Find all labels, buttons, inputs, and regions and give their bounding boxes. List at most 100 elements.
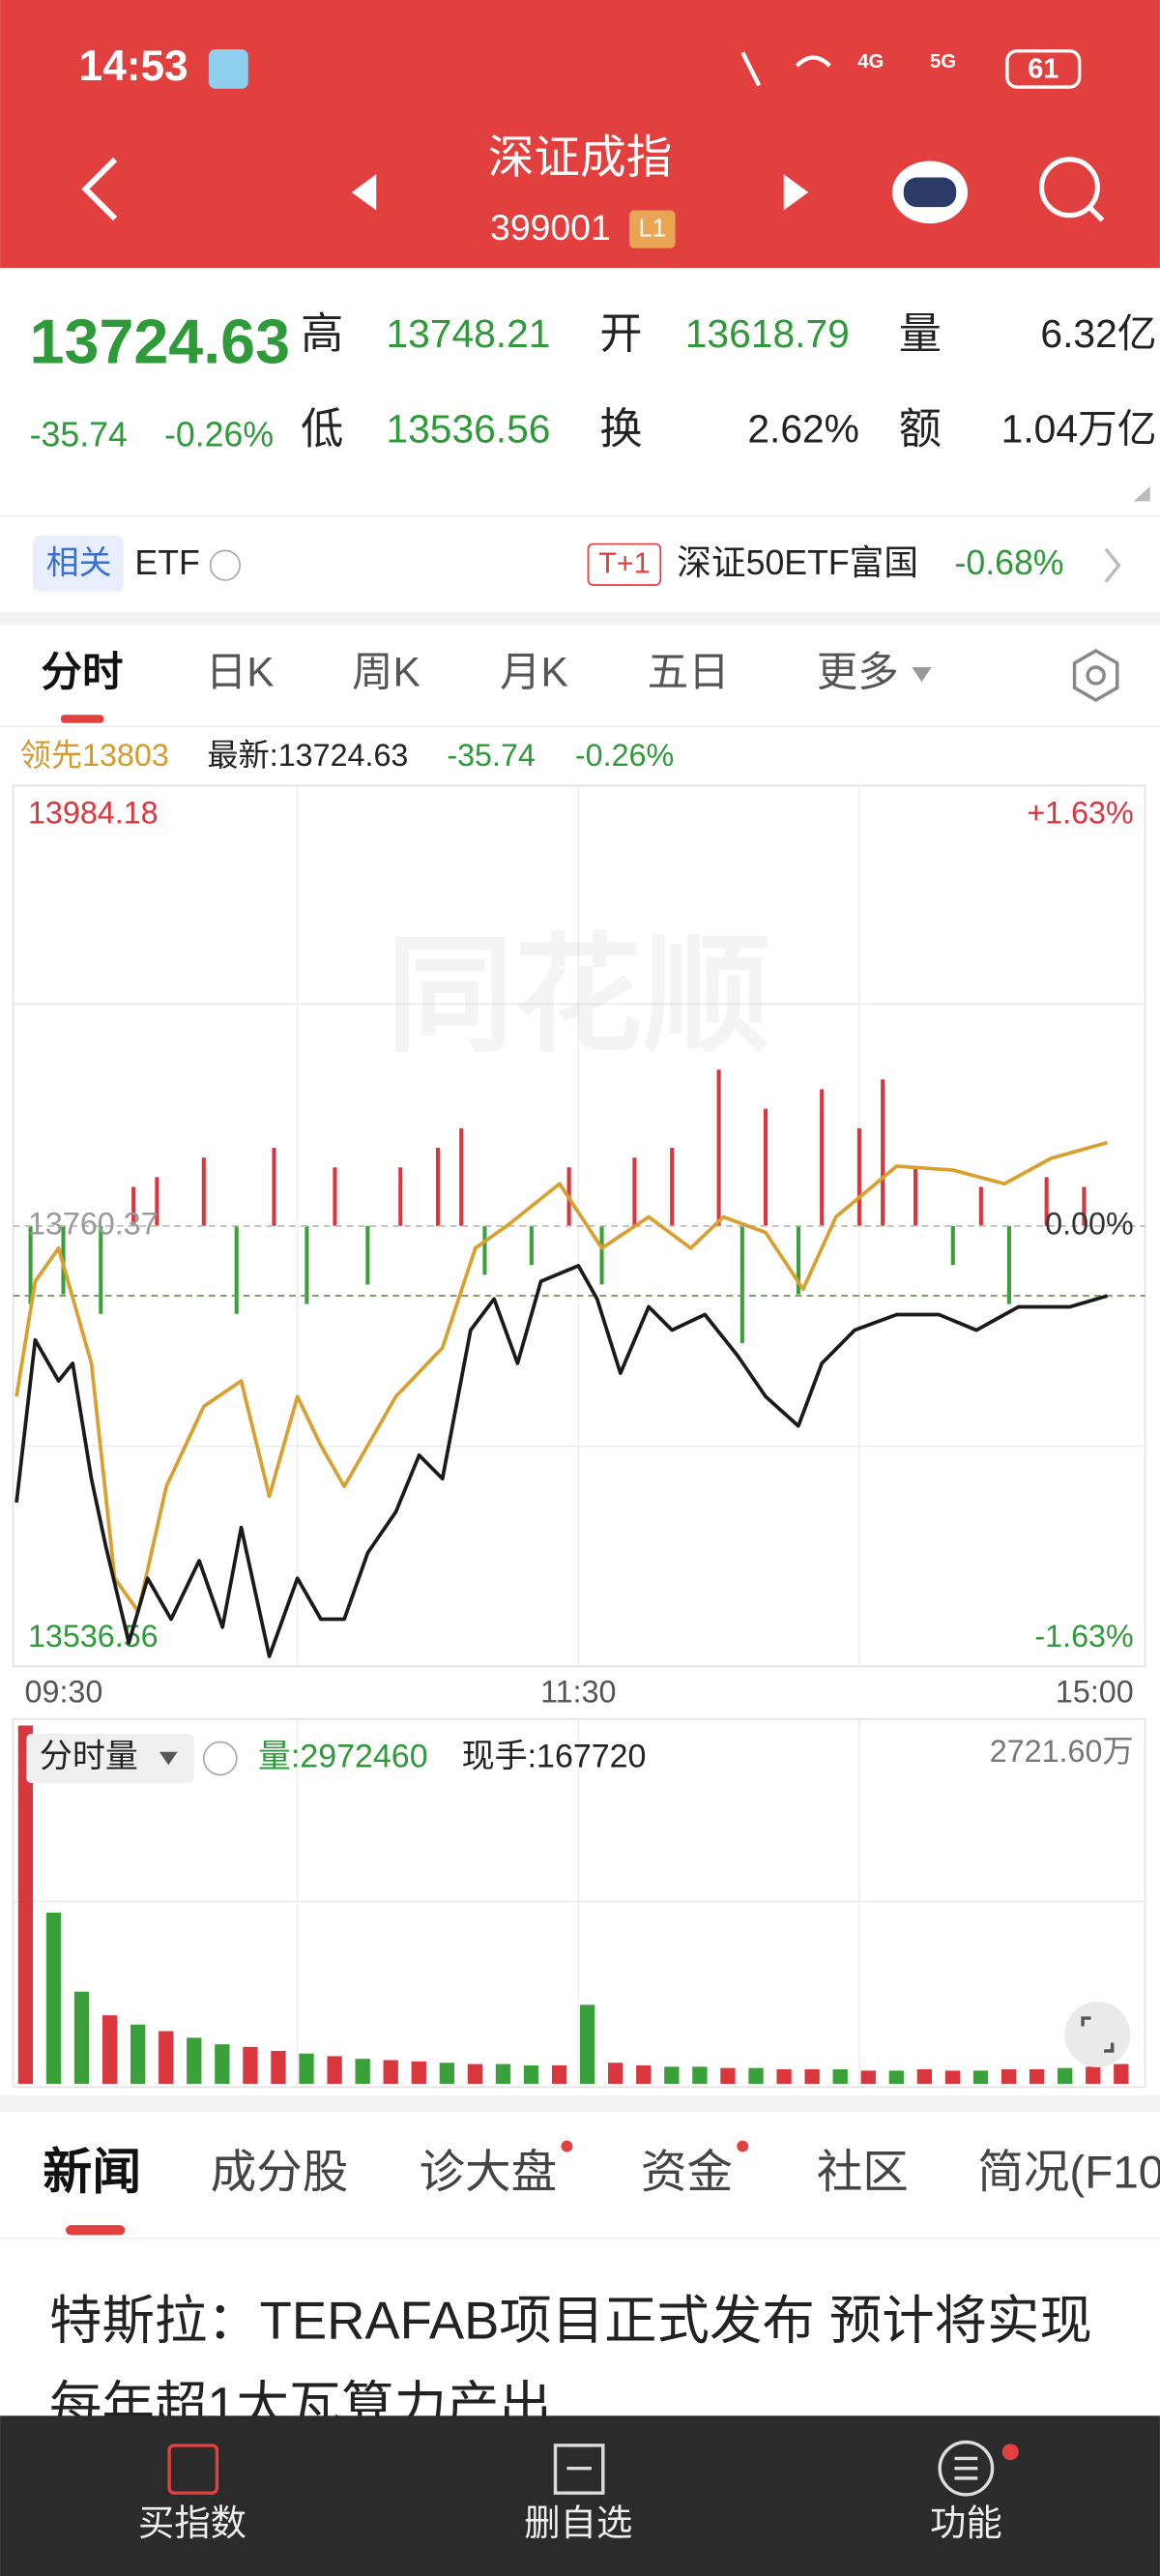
- news-tab[interactable]: 社区: [817, 2148, 909, 2199]
- status-icons: [740, 51, 831, 87]
- tabs: 分时 日K 周K 月K 五日 更多: [42, 651, 899, 696]
- settings-button[interactable]: [1072, 649, 1119, 702]
- diff-bar: [670, 1148, 675, 1226]
- y-tick-label: 13536.56: [28, 1619, 159, 1654]
- volume-bars: [17, 1725, 1129, 2084]
- bottom-nav: [0, 2415, 1160, 2576]
- change-pct: -0.26%: [164, 415, 274, 454]
- news-tab[interactable]: 资金: [641, 2148, 733, 2199]
- tab[interactable]: 分时: [42, 651, 124, 696]
- diff-bar: [820, 1089, 825, 1226]
- y2-tick-label: -1.63%: [1034, 1619, 1133, 1654]
- help-icon[interactable]: [209, 549, 242, 581]
- volume-bar: [299, 2053, 314, 2084]
- news-tab[interactable]: 诊大盘: [419, 2148, 557, 2199]
- volume-bar: [271, 2050, 286, 2084]
- search-button[interactable]: [1039, 157, 1100, 219]
- volume-bar: [1000, 2069, 1017, 2084]
- legend-pct: -0.26%: [575, 738, 674, 773]
- volume-bar: [1029, 2069, 1045, 2084]
- next-button[interactable]: [783, 174, 809, 211]
- series-line: [14, 1264, 1109, 1658]
- legend-lead: 领先13803: [19, 738, 168, 773]
- diff-bar: [201, 1157, 206, 1226]
- volume-bar: [243, 2046, 258, 2084]
- battery: [1005, 48, 1082, 89]
- volume-bar: [972, 2070, 989, 2084]
- more-arrow: [912, 667, 932, 683]
- tab[interactable]: 日K: [206, 651, 275, 696]
- buy-icon: [167, 2444, 219, 2495]
- y2-tick-label: 0.00%: [1045, 1206, 1134, 1241]
- volume-bar: [804, 2069, 820, 2084]
- grid: [13, 1718, 1146, 2088]
- volume-bar: [551, 2064, 567, 2084]
- diff-bar: [740, 1225, 744, 1344]
- volume-bar: [776, 2069, 792, 2084]
- remove-icon: [553, 2444, 605, 2495]
- volume-bar: [439, 2063, 454, 2084]
- tab[interactable]: 五日: [648, 651, 730, 696]
- tab-indicator: [66, 2225, 126, 2236]
- tab[interactable]: 更多: [817, 651, 899, 696]
- volume-bar: [888, 2070, 904, 2084]
- fullscreen-icon: [1081, 2016, 1115, 2053]
- volume-bar: [1058, 2067, 1073, 2084]
- help-icon[interactable]: [202, 1741, 238, 1776]
- diff-bar: [1006, 1225, 1011, 1304]
- watermark: 同花顺: [386, 924, 770, 1068]
- turnover: 2.62%: [747, 407, 859, 452]
- volume-bar: [327, 2056, 342, 2084]
- network: 5G: [930, 51, 956, 73]
- volume-bar: [580, 2005, 595, 2084]
- volume-bar: [102, 2015, 118, 2084]
- label: 高: [301, 310, 343, 358]
- nav-item[interactable]: 功能: [930, 2503, 1002, 2543]
- badge-bg: [587, 542, 662, 586]
- prev-button[interactable]: [351, 174, 377, 211]
- open: 13618.79: [685, 311, 850, 356]
- y2-tick-label: +1.63%: [1027, 795, 1133, 830]
- diff-bar: [599, 1225, 604, 1285]
- news-tab[interactable]: 成分股: [211, 2148, 349, 2199]
- y-tick-label: 13984.18: [28, 795, 159, 830]
- level-badge: [628, 210, 676, 249]
- volume-bar: [383, 2060, 398, 2084]
- diff-bar: [978, 1186, 983, 1226]
- volume-bar: [692, 2066, 708, 2084]
- nav-item[interactable]: 买指数: [138, 2503, 246, 2543]
- back-button[interactable]: [81, 157, 118, 221]
- volume-bar: [159, 2031, 174, 2084]
- amount: 1.04万亿: [1001, 407, 1157, 452]
- network: 4G: [857, 51, 884, 73]
- fullscreen-button[interactable]: [1064, 2002, 1131, 2067]
- diff-bar: [950, 1225, 955, 1266]
- high: 13748.21: [386, 311, 550, 356]
- news-tabs: 新闻 成分股 诊大盘 资金 社区 简况(F10): [43, 2145, 1160, 2200]
- level: L1: [639, 216, 666, 243]
- label: 换: [599, 406, 642, 454]
- tab[interactable]: 周K: [352, 651, 420, 696]
- volume-selector[interactable]: [26, 1733, 194, 1783]
- etf-name[interactable]: 深证50ETF富国: [677, 543, 918, 582]
- diff-bar: [155, 1177, 160, 1226]
- nav-items: 买指数 删自选 功能: [138, 2503, 1002, 2543]
- diff-bar: [796, 1225, 800, 1295]
- expand-corner[interactable]: [1133, 486, 1150, 502]
- legend-latest: 最新:13724.63: [207, 738, 408, 773]
- settings-dot: [1086, 665, 1106, 686]
- news-tab[interactable]: 简况(F10): [977, 2148, 1160, 2199]
- diff-bar: [1044, 1177, 1049, 1226]
- diff-bar: [333, 1167, 337, 1226]
- volume-bar: [1114, 2064, 1129, 2084]
- nav-item[interactable]: 删自选: [524, 2503, 632, 2543]
- news-tab[interactable]: 新闻: [43, 2145, 141, 2200]
- menu-icon: [938, 2440, 995, 2497]
- tab[interactable]: 月K: [500, 651, 568, 696]
- diff-bar: [131, 1186, 136, 1226]
- diff-bar: [435, 1148, 441, 1226]
- volume-bar: [187, 2037, 202, 2084]
- volume-bar: [860, 2070, 876, 2084]
